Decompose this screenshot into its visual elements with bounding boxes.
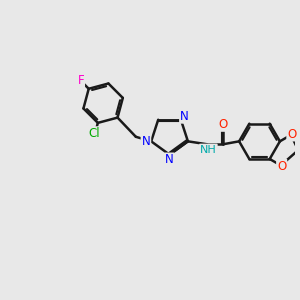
Text: O: O <box>287 128 296 140</box>
Text: NH: NH <box>200 145 217 154</box>
Text: O: O <box>277 160 286 173</box>
Text: N: N <box>180 110 189 123</box>
Text: N: N <box>165 153 174 167</box>
Text: F: F <box>77 74 84 87</box>
Text: O: O <box>218 118 228 131</box>
Text: Cl: Cl <box>88 127 100 140</box>
Text: N: N <box>142 135 150 148</box>
